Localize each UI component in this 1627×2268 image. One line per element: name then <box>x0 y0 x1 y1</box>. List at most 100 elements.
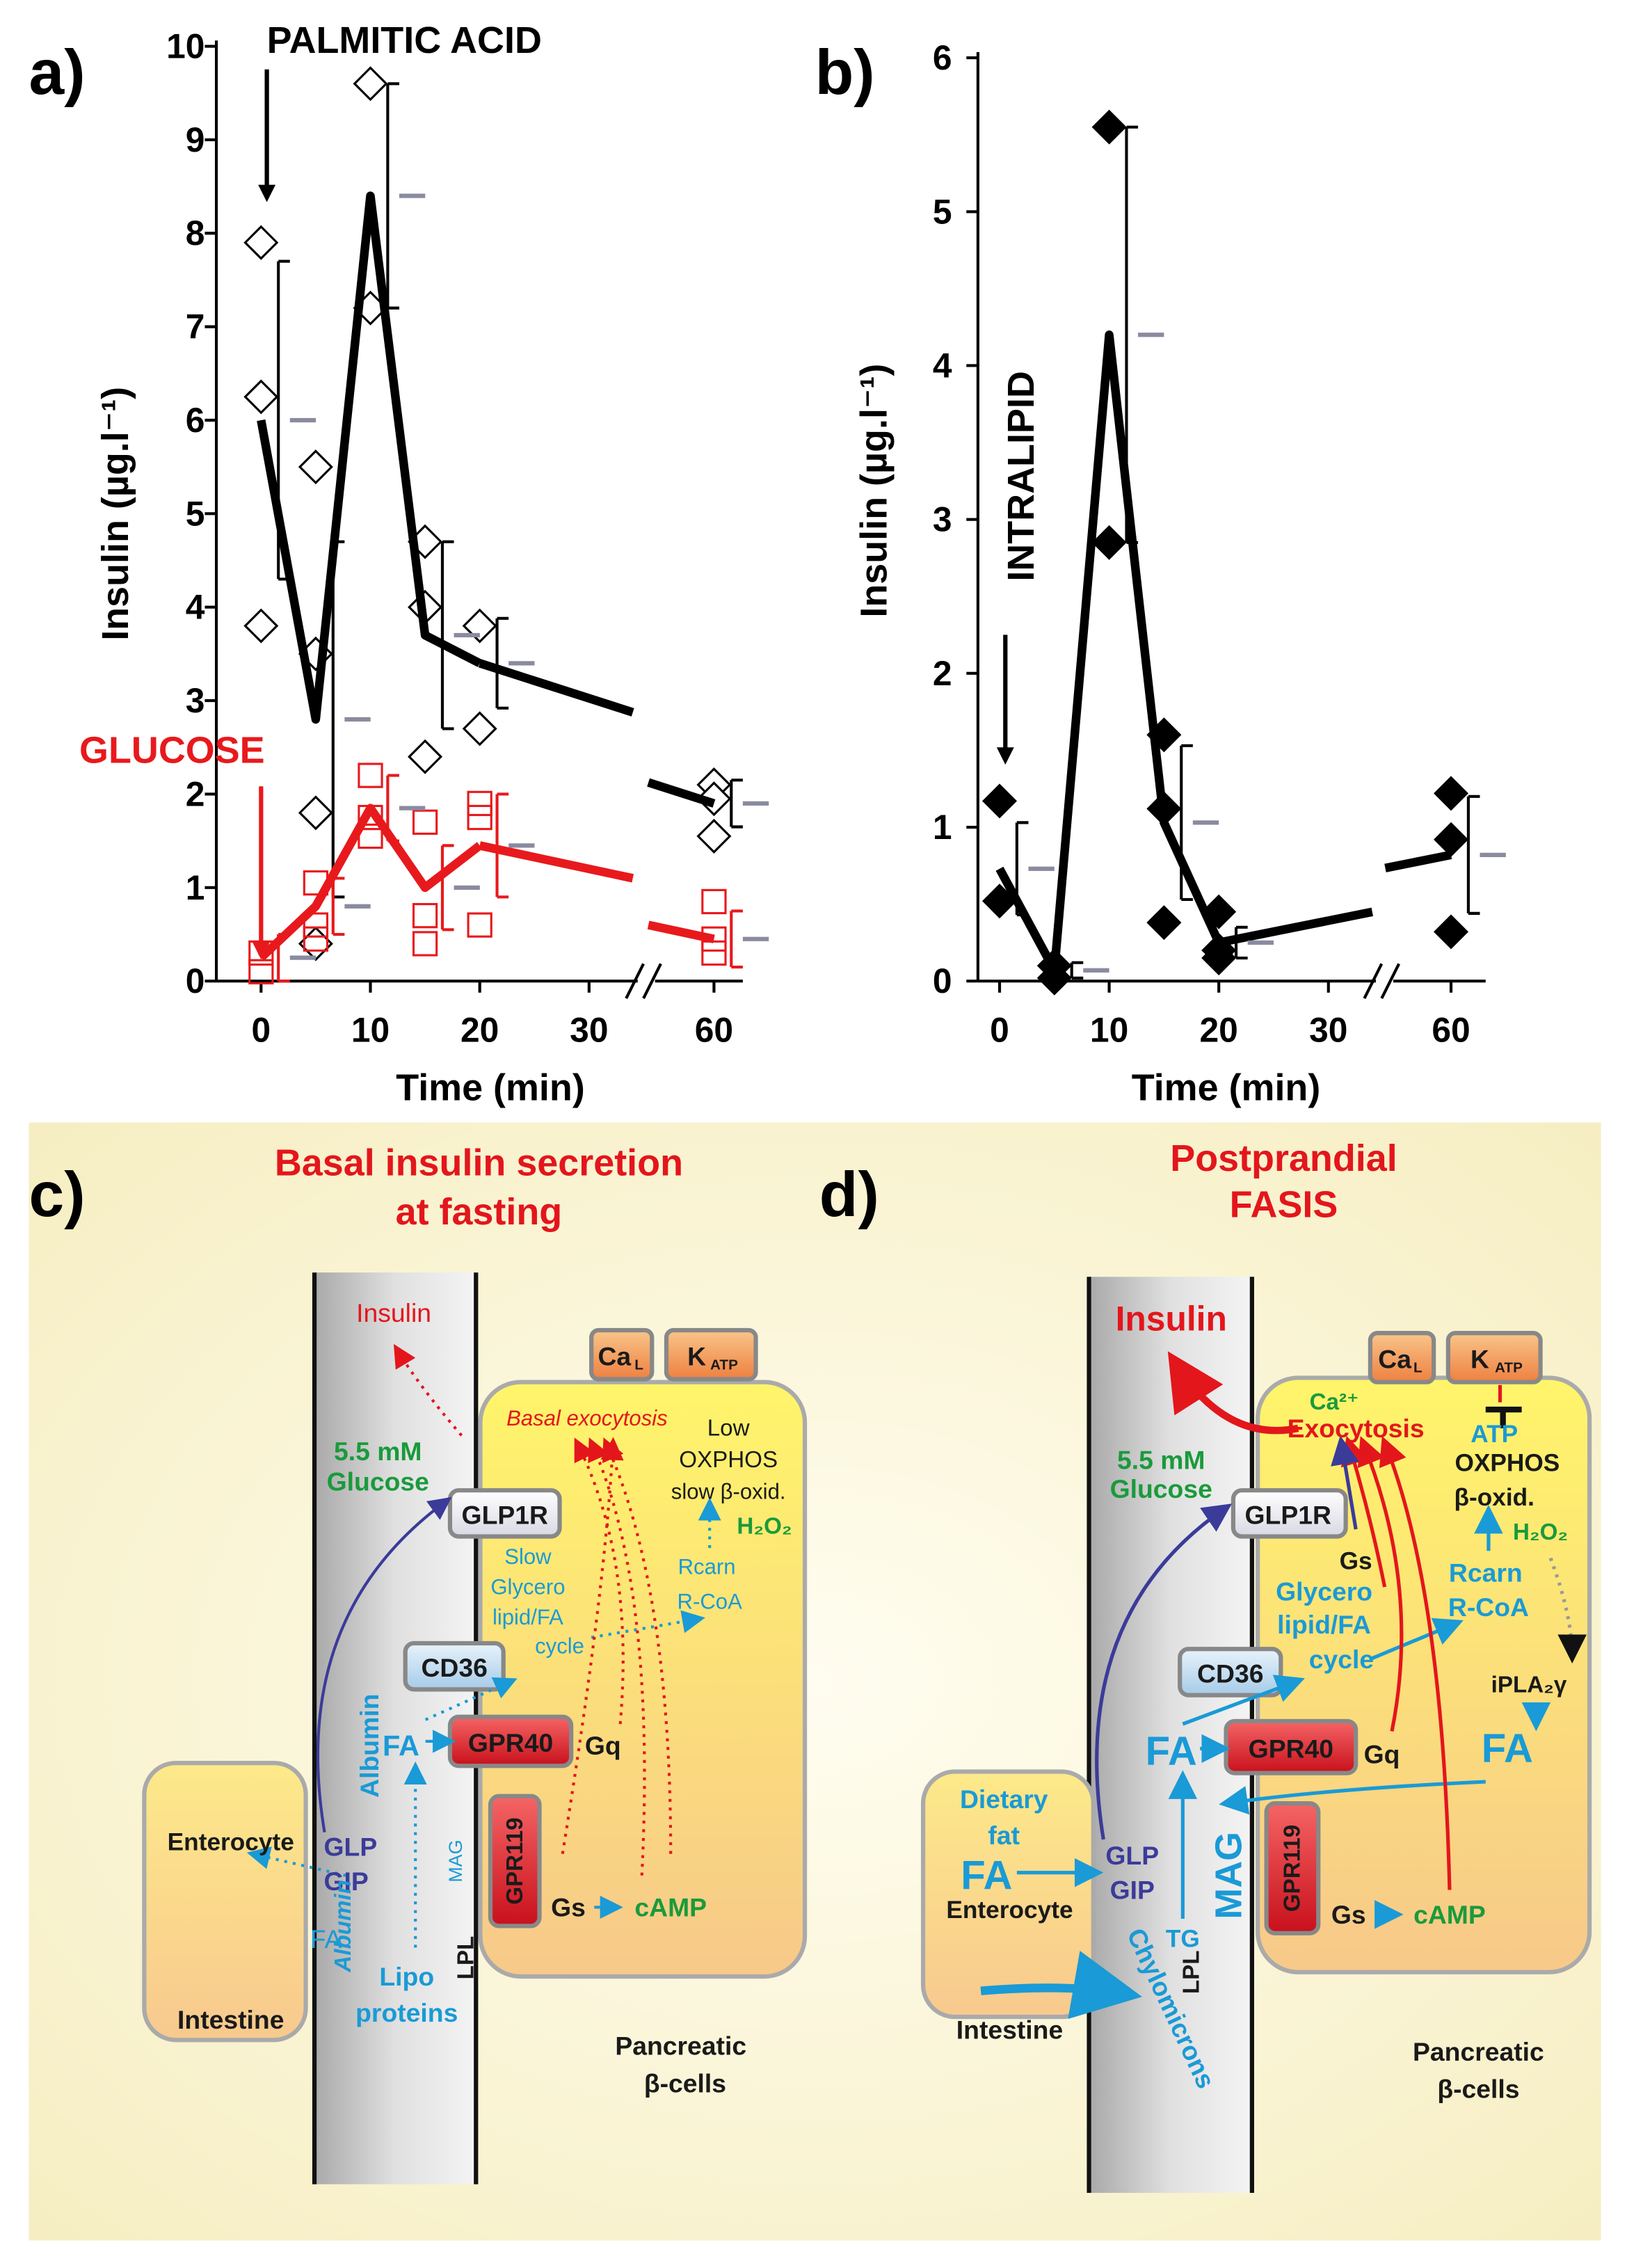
panel-label: a) <box>29 37 85 108</box>
panel-label: d) <box>819 1159 879 1230</box>
data-point <box>1434 776 1469 811</box>
data-point <box>412 902 438 929</box>
arrow <box>602 1437 673 1854</box>
diagram-label: FA <box>383 1730 419 1762</box>
data-point <box>467 912 492 938</box>
diagram-label: Insulin <box>1116 1299 1227 1338</box>
y-tick-label: 0 <box>186 961 205 1000</box>
receptor-box <box>1264 1801 1321 1935</box>
arrow <box>1379 1436 1452 1890</box>
y-tick-label: 6 <box>186 401 205 440</box>
diagram-label: R-CoA <box>1448 1592 1529 1622</box>
arrow <box>588 1437 646 1876</box>
mean-line <box>258 804 483 961</box>
diagram-label: TG <box>1166 1926 1200 1953</box>
diagram-label: Albumin <box>330 1880 356 1973</box>
data-point <box>701 940 727 966</box>
y-tick-label: 5 <box>186 494 205 533</box>
diagram-label: GLP <box>324 1832 378 1861</box>
series-annotation: PALMITIC ACID <box>267 19 542 61</box>
arrow <box>1369 1618 1464 1661</box>
diagram-label: 5.5 mM <box>1117 1446 1205 1475</box>
x-tick-label: 20 <box>460 1011 499 1050</box>
diagram-label: Gq <box>585 1731 621 1760</box>
error-bar <box>1180 744 1193 902</box>
diagram-label: Gq <box>1364 1740 1400 1769</box>
data-point <box>412 809 438 835</box>
error-bar <box>1466 794 1480 915</box>
error-bar <box>331 540 345 899</box>
arrow <box>246 1846 347 1877</box>
intestine-cell <box>142 1760 308 2043</box>
diagram-label: cAMP <box>634 1892 707 1922</box>
x-tick-label: 30 <box>1309 1011 1347 1050</box>
diagram-label: ATP <box>710 1357 738 1373</box>
diagram-label: H₂O₂ <box>1513 1519 1568 1545</box>
diagram-label: GPR40 <box>1249 1734 1333 1763</box>
series-annotation: GLUCOSE <box>79 729 265 771</box>
data-point <box>701 888 727 915</box>
data-point <box>696 781 732 817</box>
diagram-label: Gs <box>551 1892 586 1922</box>
diagram-label: Gs <box>1331 1900 1366 1929</box>
data-point <box>243 225 279 260</box>
error-bar <box>440 540 454 730</box>
arrow <box>591 1610 705 1639</box>
data-point <box>353 66 388 102</box>
y-tick-label: 5 <box>933 192 952 231</box>
data-point <box>248 959 274 984</box>
y-tick-label: 1 <box>186 868 205 907</box>
diagram-title: FASIS <box>1230 1184 1338 1226</box>
diagram-label: OXPHOS <box>679 1447 778 1473</box>
error-bar <box>1234 925 1248 960</box>
diagram-label: GIP <box>324 1867 369 1896</box>
diagram-label: fat <box>988 1821 1020 1850</box>
y-tick-label: 4 <box>933 346 952 385</box>
arrows <box>246 1343 721 1948</box>
data-point <box>696 818 732 854</box>
diagram-label: GIP <box>1110 1876 1155 1905</box>
data-point <box>1091 109 1127 145</box>
arrow <box>1182 1675 1305 1726</box>
axis-break-mark <box>642 963 662 1000</box>
data-point <box>303 926 329 952</box>
y-tick-label: 10 <box>166 27 205 66</box>
data-point <box>467 790 492 817</box>
data-point <box>1434 822 1469 857</box>
y-axis-label: Insulin (µg.l⁻¹) <box>853 364 895 618</box>
diagram-label: Glucose <box>327 1467 429 1496</box>
data-point <box>243 608 279 644</box>
diagram-label: Intestine <box>956 2015 1063 2045</box>
error-bar <box>331 877 345 936</box>
diagram-label: lipid/FA <box>492 1605 563 1629</box>
data-point <box>981 783 1018 819</box>
diagram-label: FA <box>1482 1726 1533 1771</box>
y-tick-label: 3 <box>933 500 952 539</box>
channel-box <box>589 1327 655 1382</box>
axis-break-mark <box>1380 963 1401 1000</box>
data-point <box>358 762 383 788</box>
error-bar <box>495 792 509 899</box>
diagram-label: Low <box>707 1416 751 1442</box>
channel-box <box>1445 1331 1543 1384</box>
error-bar <box>386 82 399 310</box>
receptor-box <box>1178 1647 1283 1698</box>
panel-label: c) <box>29 1159 85 1230</box>
axis-break-mark <box>625 963 645 1000</box>
diagram-label: CD36 <box>1197 1659 1263 1688</box>
arrow <box>316 1496 452 1832</box>
diagram-label: Lipo <box>379 1962 434 1991</box>
mean-line-broken <box>1217 850 1452 948</box>
diagram-label: Ca²⁺ <box>1310 1389 1359 1415</box>
diagram-label: lipid/FA <box>1277 1610 1371 1639</box>
diagram-label: GPR119 <box>502 1817 528 1904</box>
diagram-label: β-oxid. <box>1454 1484 1534 1511</box>
channel-box <box>664 1327 758 1382</box>
diagram-label: Gs <box>1340 1547 1372 1574</box>
arrow <box>574 1437 625 1725</box>
diagram-label: K <box>1470 1344 1489 1373</box>
error-bar <box>440 844 454 932</box>
diagram-label: LPL <box>1178 1950 1204 1994</box>
diagram-layer <box>29 1122 1601 2241</box>
diagram-label: K <box>687 1341 706 1371</box>
